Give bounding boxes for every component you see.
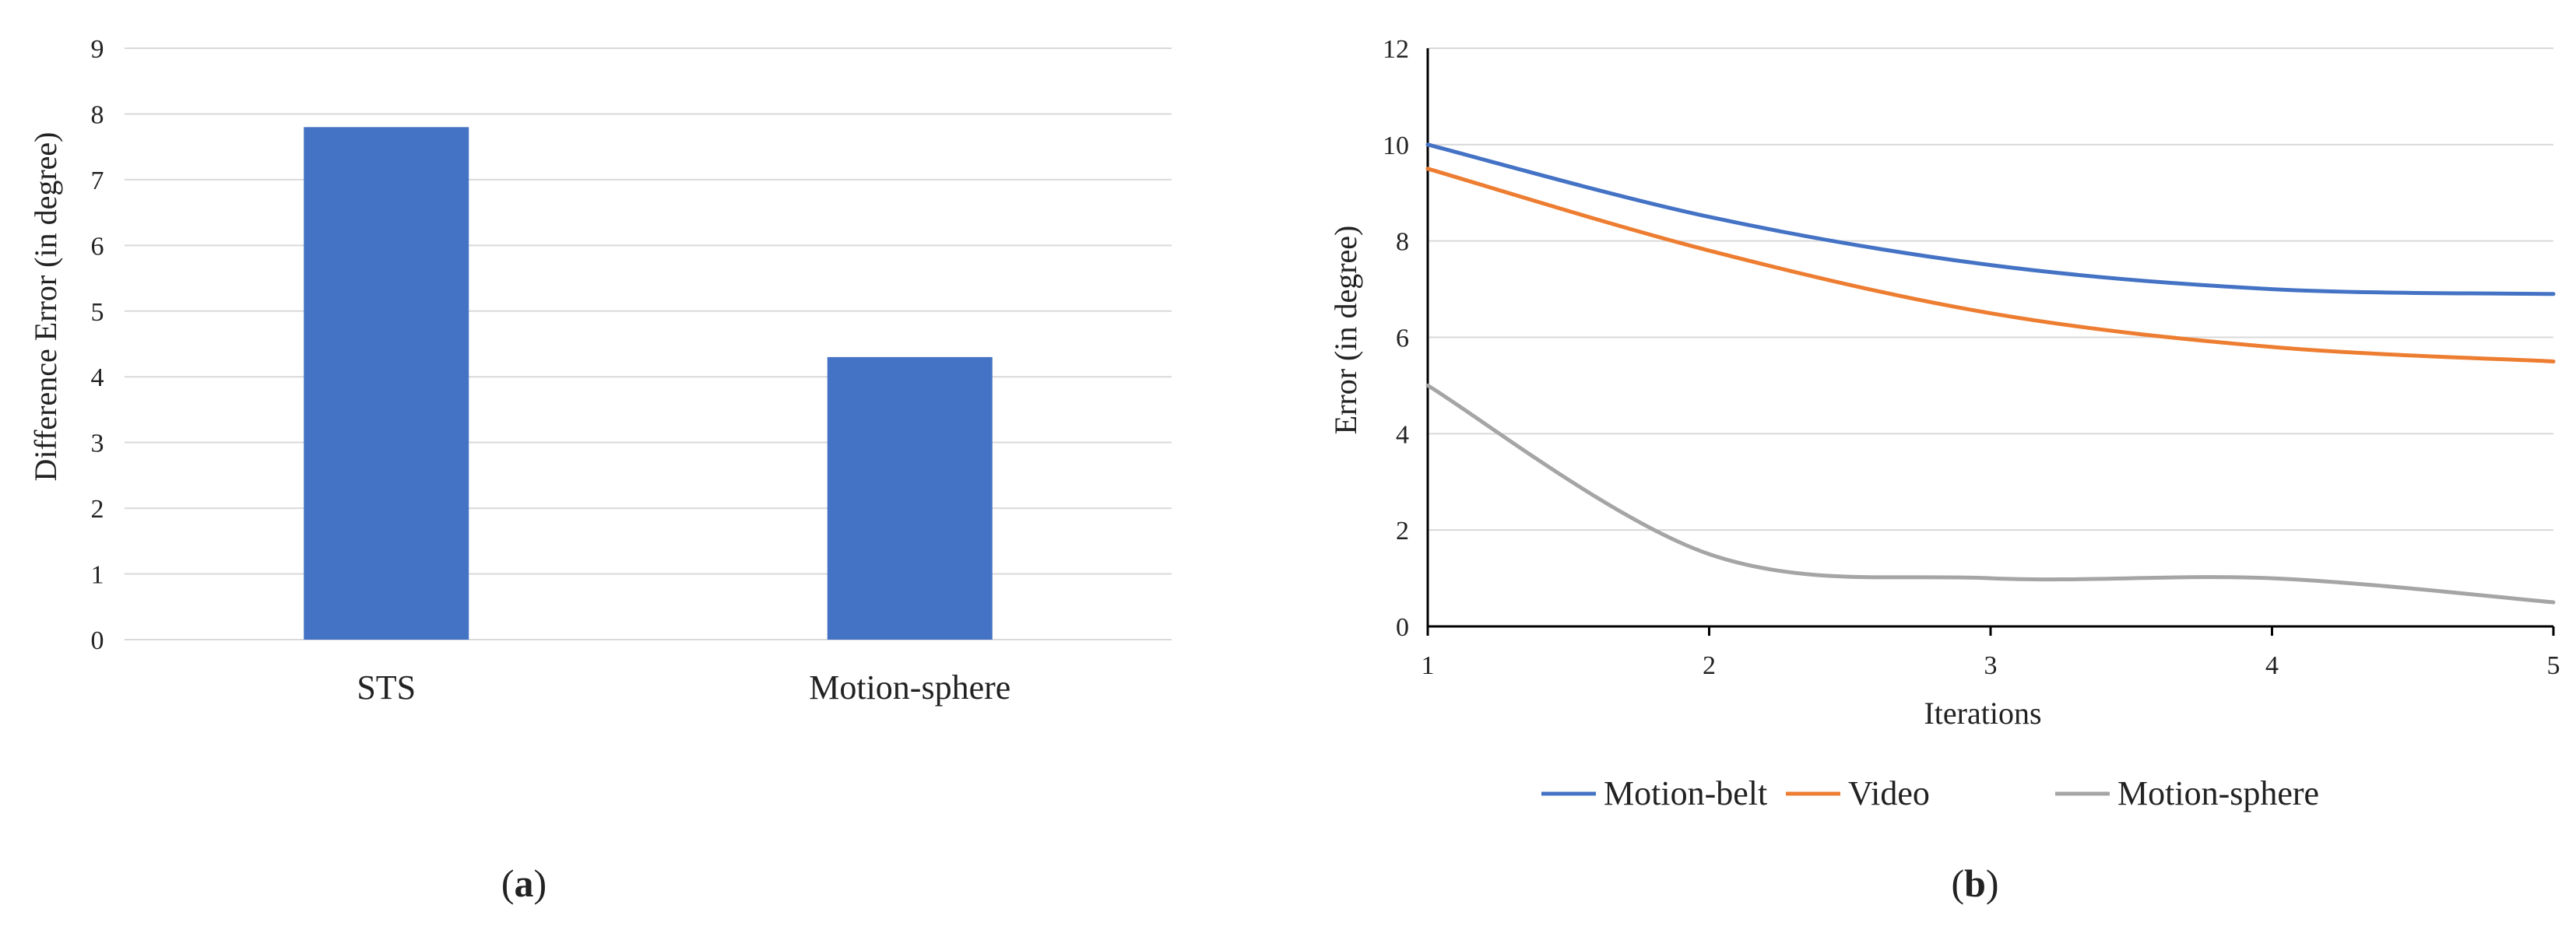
y-tick-label: 1 bbox=[91, 561, 104, 590]
legend-item: Video bbox=[1786, 774, 1930, 812]
y-tick-label: 5 bbox=[91, 298, 104, 327]
y-tick-label: 4 bbox=[91, 363, 104, 392]
y-tick-label: 2 bbox=[91, 495, 104, 524]
y-tick-label: 9 bbox=[91, 35, 104, 64]
legend-item: Motion-sphere bbox=[2055, 774, 2319, 812]
y-axis-label: Error (in degree) bbox=[1328, 226, 1363, 435]
x-tick-label: 3 bbox=[1984, 651, 1998, 680]
bar-chart-panel-a: 0 1 2 3 4 5 6 7 8 9 STS Motion-sphere Difference E… bbox=[28, 35, 1172, 905]
y-tick-label: 0 bbox=[1396, 613, 1409, 642]
bar bbox=[827, 356, 993, 640]
legend-label: Video bbox=[1848, 774, 1930, 812]
x-category-label: STS bbox=[357, 668, 416, 707]
y-tick-label: 8 bbox=[1396, 228, 1409, 257]
bar bbox=[304, 127, 469, 640]
legend: Motion-belt Video Motion-sphere bbox=[1541, 774, 2319, 812]
x-tick-label: 5 bbox=[2547, 651, 2560, 680]
y-tick-label: 3 bbox=[91, 430, 104, 458]
y-tick-label: 8 bbox=[91, 100, 104, 129]
y-axis-label: Difference Error (in degree) bbox=[28, 132, 63, 482]
y-tick-label: 6 bbox=[1396, 324, 1409, 353]
series-line-video bbox=[1425, 167, 2556, 363]
panel-caption-a: (a) bbox=[501, 861, 546, 905]
legend-item: Motion-belt bbox=[1541, 774, 1767, 812]
y-tick-label: 2 bbox=[1396, 517, 1409, 545]
legend-label: Motion-belt bbox=[1604, 774, 1767, 812]
series-line-motion-belt bbox=[1425, 142, 2556, 296]
y-tick-label: 6 bbox=[91, 232, 104, 261]
legend-label: Motion-sphere bbox=[2117, 774, 2319, 812]
y-tick-label: 4 bbox=[1396, 420, 1409, 449]
y-tick-label: 10 bbox=[1383, 132, 1409, 160]
y-tick-label: 12 bbox=[1383, 35, 1409, 64]
x-tick-label: 1 bbox=[1422, 651, 1435, 680]
y-tick-label: 0 bbox=[91, 626, 104, 655]
panel-caption-b: (b) bbox=[1951, 861, 1998, 905]
x-category-label: Motion-sphere bbox=[809, 668, 1010, 707]
x-tick-label: 4 bbox=[2265, 651, 2279, 680]
x-axis-label: Iterations bbox=[1924, 696, 2041, 731]
y-tick-label: 7 bbox=[91, 167, 104, 195]
x-tick-label: 2 bbox=[1703, 651, 1716, 680]
series-line-motion-sphere bbox=[1425, 383, 2556, 605]
